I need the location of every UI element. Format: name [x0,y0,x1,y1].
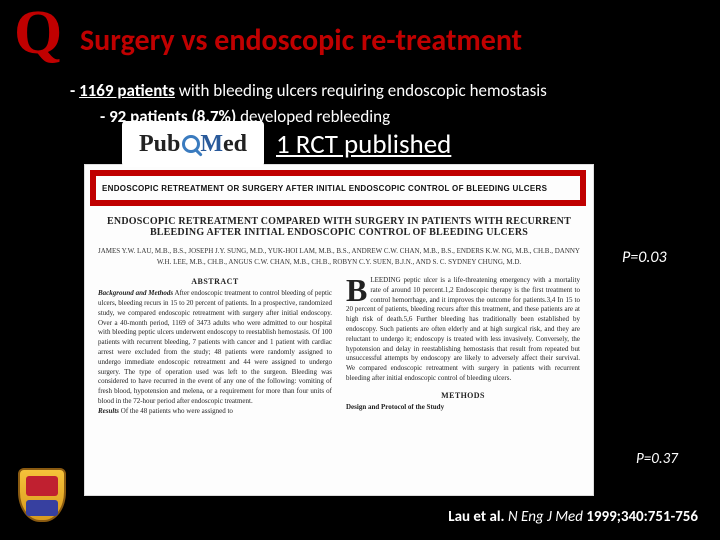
bullet-1-rest: with bleeding ulcers requiring endoscopi… [175,80,547,101]
paper-clipping: ENDOSCOPIC RETREATMENT OR SURGERY AFTER … [84,164,594,496]
bullet-dash: - [100,106,109,127]
paper-authors: JAMES Y.W. LAU, M.B., B.S., JOSEPH J.Y. … [98,246,580,267]
citation: Lau et al. N Eng J Med 1999;340:751-756 [448,508,698,526]
pubmed-m: M [200,131,223,157]
paper-redbox-text: ENDOSCOPIC RETREATMENT OR SURGERY AFTER … [102,184,547,193]
magnifier-icon [182,135,200,153]
rct-published: 1 RCT published [276,128,451,161]
paper-intro-body: LEEDING peptic ulcer is a life-threateni… [346,276,580,382]
abs-r-text: Of the 48 patients who were assigned to [119,407,233,415]
design-heading: Design and Protocol of the Study [346,403,580,413]
citation-journal: N Eng J Med [508,508,583,526]
pubmed-logo: Pub Med [122,121,264,167]
abs-bg-text: After endoscopic treatment to control bl… [98,289,332,405]
citation-lead: Lau et al. [448,508,508,526]
methods-heading: METHODS [346,390,580,401]
abs-bg-runin: Background and Methods [98,289,173,297]
paper-col-right: BLEEDING peptic ulcer is a life-threaten… [346,276,580,488]
q-marker: Q [14,2,62,64]
pubmed-ed: ed [223,131,247,157]
paper-col-left: ABSTRACT Background and Methods After en… [98,276,332,488]
abs-r-runin: Results [98,407,119,415]
slide: Q Surgery vs endoscopic re-treatment - 1… [0,0,720,540]
paper-columns: ABSTRACT Background and Methods After en… [98,276,580,488]
abstract-heading: ABSTRACT [98,276,332,287]
paper-intro: BLEEDING peptic ulcer is a life-threaten… [346,276,580,384]
paper-redbox: ENDOSCOPIC RETREATMENT OR SURGERY AFTER … [90,170,586,206]
chart-2-pvalue: P=0.37 [636,450,678,468]
shield-icon [18,468,66,522]
chart-1-pvalue: P=0.03 [622,248,667,267]
pubmed-pub: Pub [139,131,180,157]
citation-rest: 1999;340:751-756 [583,508,698,526]
crest-logo [18,468,66,526]
bullet-dash: - [70,80,79,101]
bullet-1-strong: 1169 patients [79,80,175,101]
paper-title: ENDOSCOPIC RETREATMENT COMPARED WITH SUR… [98,216,580,238]
bullet-1: - 1169 patients with bleeding ulcers req… [70,80,547,101]
slide-title: Surgery vs endoscopic re-treatment [80,22,522,59]
